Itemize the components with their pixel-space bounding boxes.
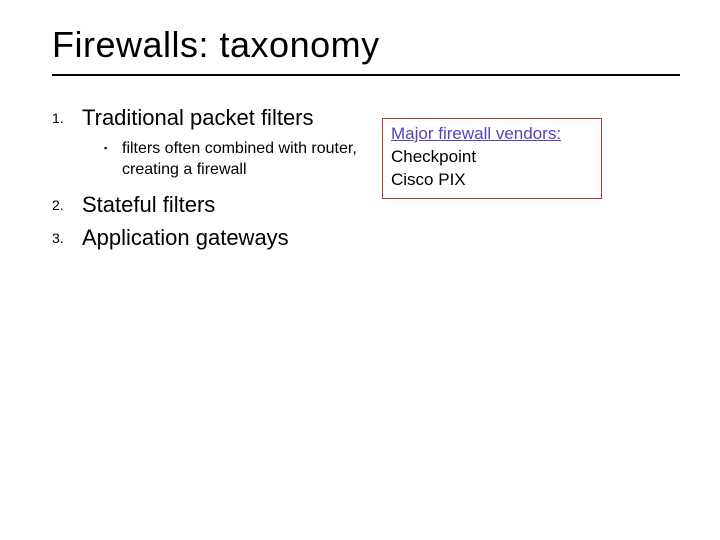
- slide: Firewalls: taxonomy Traditional packet f…: [0, 0, 720, 540]
- callout-line: Checkpoint: [391, 146, 591, 169]
- title-rule: [52, 74, 680, 76]
- list-item: Traditional packet filters filters often…: [52, 104, 372, 181]
- sublist-item: filters often combined with router, crea…: [104, 138, 372, 181]
- column-left: Traditional packet filters filters often…: [52, 104, 382, 258]
- list-item-label: Stateful filters: [82, 191, 372, 219]
- taxonomy-list: Traditional packet filters filters often…: [52, 104, 372, 252]
- list-item: Stateful filters: [52, 191, 372, 219]
- callout-heading: Major firewall vendors:: [391, 124, 561, 143]
- list-item: Application gateways: [52, 224, 372, 252]
- body-columns: Traditional packet filters filters often…: [52, 104, 680, 258]
- page-title: Firewalls: taxonomy: [52, 24, 680, 66]
- list-item-label: Application gateways: [82, 224, 372, 252]
- callout-line: Cisco PIX: [391, 169, 591, 192]
- list-item-label: Traditional packet filters: [82, 104, 372, 132]
- vendors-callout: Major firewall vendors: Checkpoint Cisco…: [382, 118, 602, 199]
- column-right: Major firewall vendors: Checkpoint Cisco…: [382, 104, 602, 199]
- sublist: filters often combined with router, crea…: [82, 138, 372, 181]
